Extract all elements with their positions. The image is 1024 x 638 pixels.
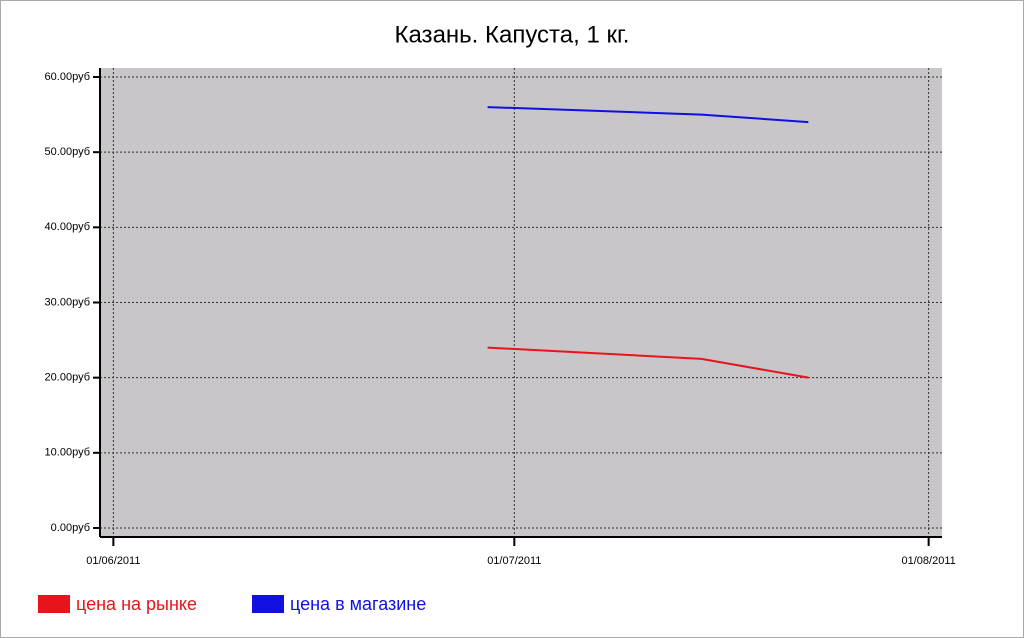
- y-tick-label: 50.00руб: [45, 146, 90, 158]
- series-line: [487, 106, 809, 124]
- x-tick-label: 01/08/2011: [902, 555, 956, 567]
- y-tick-label: 30.00руб: [45, 296, 90, 308]
- y-tick-label: 10.00руб: [45, 447, 90, 459]
- legend-label: цена на рынке: [76, 594, 197, 614]
- legend-swatch: [38, 595, 70, 613]
- y-tick-label: 0.00руб: [51, 522, 90, 534]
- y-tick-label: 20.00руб: [45, 372, 90, 384]
- series-line: [487, 346, 809, 379]
- legend-swatch: [252, 595, 284, 613]
- y-tick-label: 60.00руб: [45, 71, 90, 83]
- x-tick-label: 01/06/2011: [86, 555, 140, 567]
- y-tick-label: 40.00руб: [45, 221, 90, 233]
- legend-label: цена в магазине: [290, 594, 426, 614]
- chart-title: Казань. Капуста, 1 кг.: [395, 21, 630, 48]
- x-tick-label: 01/07/2011: [487, 555, 541, 567]
